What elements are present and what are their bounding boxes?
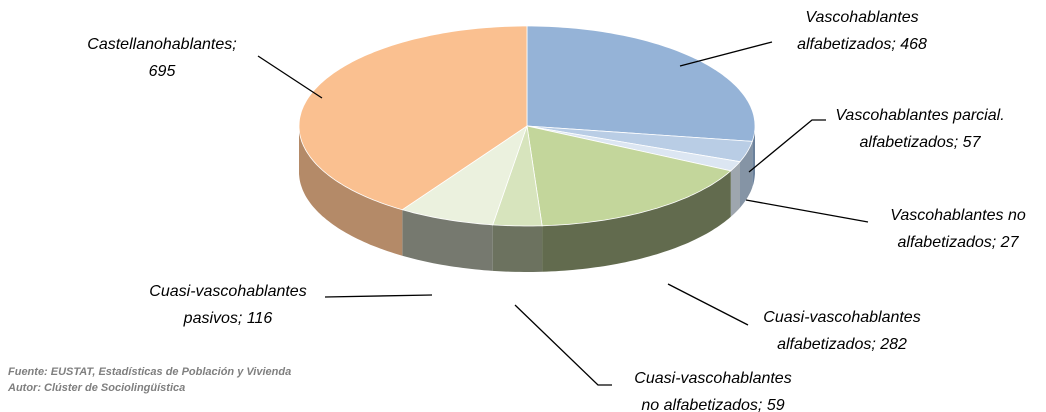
slice-label: Vascohablantes: [805, 9, 918, 26]
slice-label: Cuasi-vascohablantes: [634, 370, 791, 387]
leader-line: [748, 119, 826, 173]
slice-label: Vascohablantes parcial.: [835, 107, 1004, 124]
slice-side: [492, 224, 543, 272]
slice: [526, 125, 732, 227]
slice: [401, 125, 528, 226]
slice-side: [752, 126, 755, 188]
slice: [526, 25, 756, 142]
leader-line: [679, 41, 773, 67]
leader-line: [324, 294, 433, 298]
leader-line: [667, 283, 749, 326]
slice-side: [402, 209, 493, 271]
slice-label: 695: [149, 63, 176, 80]
slice-label: alfabetizados; 468: [797, 36, 927, 53]
author-note: Autor: Clúster de Sociolingüística: [7, 382, 185, 394]
slice: [492, 125, 543, 227]
slice-label: Vascohablantes no: [890, 207, 1026, 224]
slice-label: Cuasi-vascohablantes: [763, 309, 920, 326]
leader-line: [745, 199, 869, 223]
slice-label: Castellanohablantes;: [87, 36, 236, 53]
slice-label: alfabetizados; 27: [898, 234, 1020, 251]
slice: [526, 125, 753, 163]
slice-label: Cuasi-vascohablantes: [149, 283, 306, 300]
slice-label: pasivos; 116: [183, 310, 273, 327]
slice-side: [542, 170, 731, 272]
source-note: Fuente: EUSTAT, Estadísticas de Població…: [8, 366, 291, 378]
slice-label: alfabetizados; 57: [860, 134, 982, 151]
slice: [298, 25, 528, 211]
slice-label: alfabetizados; 282: [777, 336, 907, 353]
slice-label: no alfabetizados; 59: [641, 397, 784, 412]
leader-line: [257, 55, 323, 99]
slice-side: [730, 161, 740, 217]
slice-side: [299, 126, 403, 256]
leader-line: [514, 304, 612, 386]
